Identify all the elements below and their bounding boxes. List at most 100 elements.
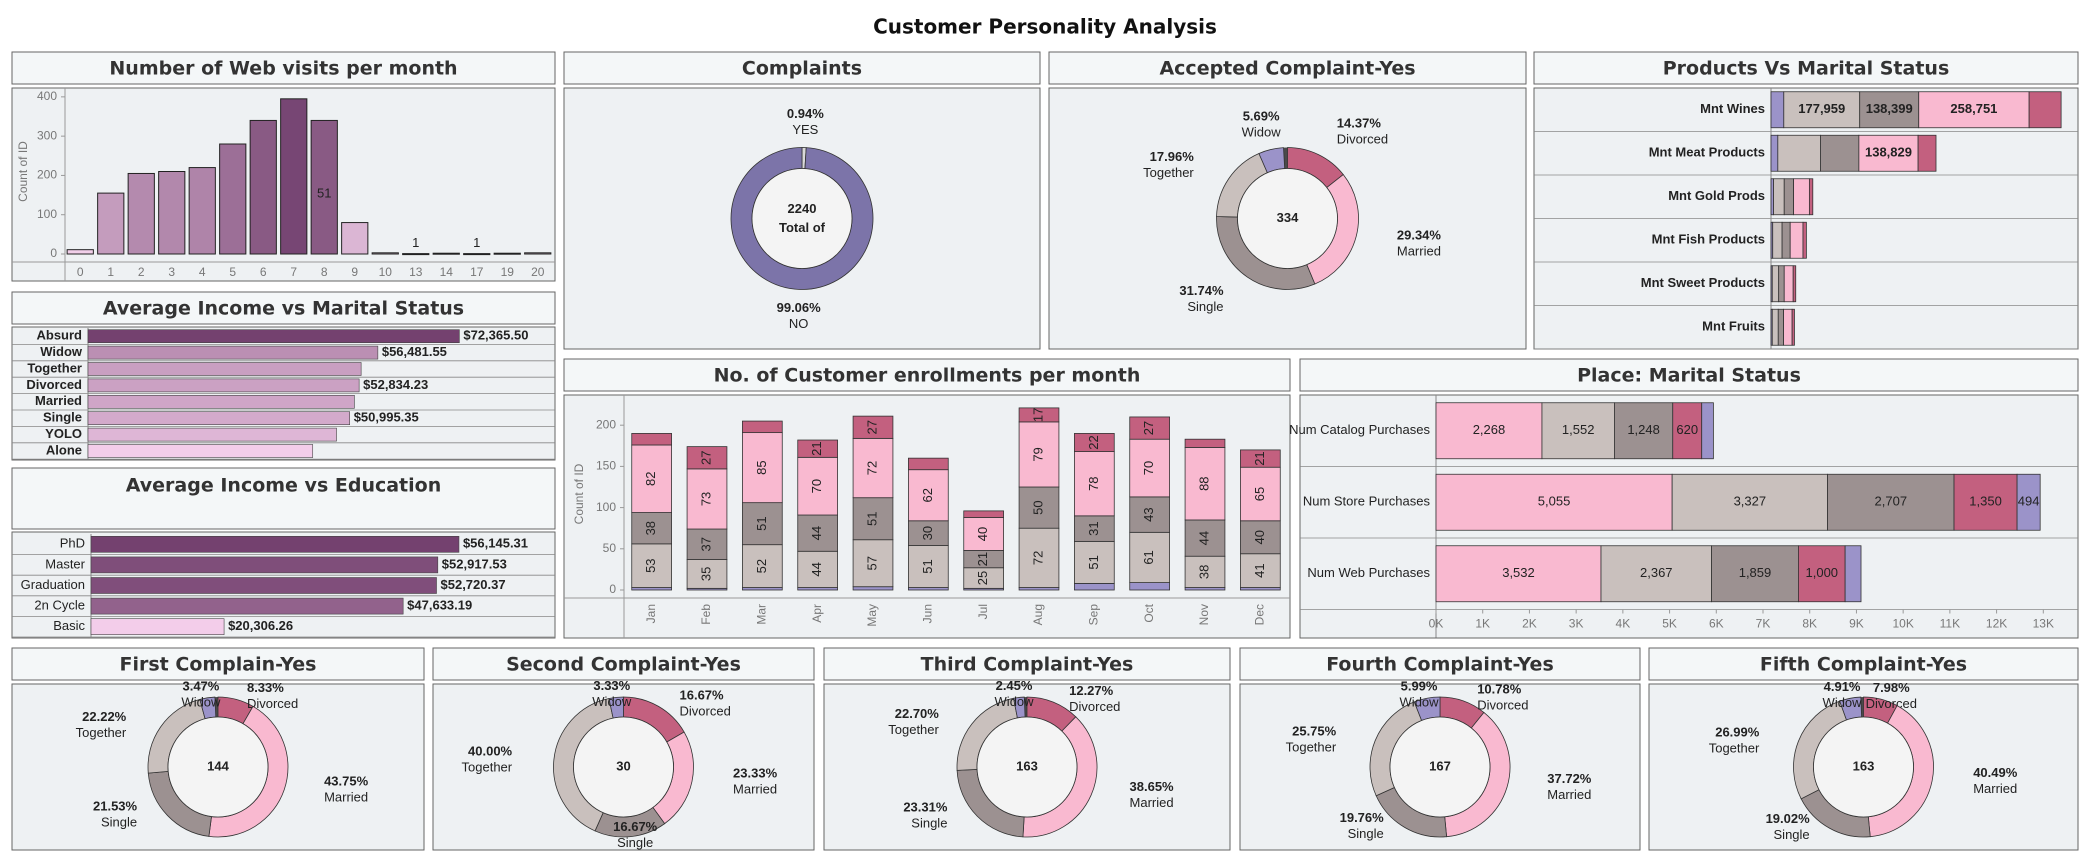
slice-name: Divorced xyxy=(1866,696,1917,711)
segment-label: 62 xyxy=(920,488,935,502)
bar xyxy=(87,411,351,426)
y-tick-label: 0 xyxy=(609,582,616,596)
bar-segment xyxy=(1858,134,1919,172)
bar-segment xyxy=(1614,402,1674,460)
category-label: Mnt Meat Products xyxy=(1649,145,1765,160)
category-label: Mnt Gold Prods xyxy=(1668,188,1765,203)
bar-segment xyxy=(1802,221,1807,259)
bar-segment xyxy=(908,457,949,471)
bar xyxy=(90,535,460,553)
segment-label: 138,399 xyxy=(1866,101,1913,116)
segment-label: 57 xyxy=(864,556,879,570)
slice-name: Divorced xyxy=(1477,698,1528,713)
segment-label: 31 xyxy=(1086,521,1101,535)
x-tick-label: 8K xyxy=(1802,617,1817,631)
donut-total: 163 xyxy=(1016,758,1038,773)
segment-label: 44 xyxy=(809,526,824,540)
panel-title: First Complain-Yes xyxy=(120,654,317,676)
slice-percent: 21.53% xyxy=(93,798,138,813)
bar xyxy=(90,618,225,636)
bar-segment xyxy=(1435,402,1543,460)
segment-label: 177,959 xyxy=(1798,101,1845,116)
bar xyxy=(280,98,308,255)
x-tick-label: 3 xyxy=(168,265,175,279)
segment-label: 52 xyxy=(754,559,769,573)
panel-title: Second Complaint-Yes xyxy=(506,654,741,676)
segment-label: 35 xyxy=(698,567,713,581)
bar-segment xyxy=(631,444,672,513)
segment-label: 1,552 xyxy=(1562,422,1595,437)
slice-name: Single xyxy=(1348,826,1384,841)
slice-percent: 99.06% xyxy=(777,300,822,315)
bar-segment xyxy=(631,433,672,446)
slice-name: Widow xyxy=(181,694,221,709)
donut-total: 163 xyxy=(1853,758,1875,773)
x-tick-label: 5K xyxy=(1662,617,1677,631)
bar-segment xyxy=(1240,449,1281,468)
y-tick-label: 300 xyxy=(37,128,57,142)
slice-percent: 2.45% xyxy=(996,678,1033,693)
bar-segment xyxy=(1018,421,1060,488)
slice-percent: 14.37% xyxy=(1337,116,1382,131)
slice-name: Married xyxy=(1973,781,2017,796)
category-label: Divorced xyxy=(26,377,82,392)
y-tick-label: 150 xyxy=(596,459,616,473)
x-tick-label: 7K xyxy=(1756,617,1771,631)
segment-label: 78 xyxy=(1086,476,1101,490)
segment-label: 21 xyxy=(975,552,990,566)
segment-label: 51 xyxy=(920,559,935,573)
slice-name: Together xyxy=(1286,740,1337,755)
x-tick-label: Apr xyxy=(810,604,824,623)
segment-label: 38 xyxy=(1196,565,1211,579)
bar-segment xyxy=(1781,221,1791,259)
bar-segment xyxy=(1783,265,1794,303)
bar xyxy=(188,167,216,255)
slice-name: Single xyxy=(101,814,137,829)
segment-label: 494 xyxy=(2018,494,2040,509)
slice-name: Married xyxy=(324,789,368,804)
x-tick-label: 13 xyxy=(409,265,423,279)
x-tick-label: Dec xyxy=(1253,604,1267,625)
bar xyxy=(493,252,521,255)
donut-total: 144 xyxy=(207,758,229,773)
segment-label: 44 xyxy=(809,562,824,576)
bar-segment xyxy=(797,456,838,516)
bar-segment xyxy=(1074,515,1115,542)
bar-segment xyxy=(1129,496,1170,533)
slice-name: YES xyxy=(792,122,818,137)
segment-label: 85 xyxy=(754,460,769,474)
bar-segment xyxy=(963,517,1004,551)
category-label: Num Catalog Purchases xyxy=(1289,422,1430,437)
slice-percent: 3.33% xyxy=(593,678,630,693)
x-tick-label: 5 xyxy=(229,265,236,279)
segment-label: 27 xyxy=(1141,421,1156,435)
bar-segment xyxy=(1918,91,2030,129)
donut-hole xyxy=(1813,716,1914,818)
segment-label: 51 xyxy=(754,516,769,530)
bar-segment xyxy=(1018,407,1060,423)
segment-label: 70 xyxy=(809,479,824,493)
donut-total: 167 xyxy=(1429,758,1451,773)
x-tick-label: 17 xyxy=(470,265,484,279)
slice-name: Widow xyxy=(995,694,1035,709)
segment-label: 3,327 xyxy=(1734,494,1767,509)
segment-label: 43 xyxy=(1141,507,1156,521)
slice-percent: 40.49% xyxy=(1973,765,2018,780)
x-tick-label: 20 xyxy=(531,265,545,279)
bar-segment xyxy=(1783,91,1861,129)
bar xyxy=(127,172,155,255)
bar xyxy=(90,556,439,574)
bar-segment xyxy=(686,446,728,470)
slice-percent: 12.27% xyxy=(1069,683,1114,698)
donut-hole xyxy=(167,716,269,818)
donut-total: 30 xyxy=(616,758,630,773)
x-tick-label: Aug xyxy=(1031,604,1045,625)
bar-segment xyxy=(1791,308,1795,346)
segment-label: 2,367 xyxy=(1640,565,1673,580)
segment-label: 1,000 xyxy=(1806,565,1839,580)
bar-segment xyxy=(1129,531,1170,583)
y-tick-label: 400 xyxy=(37,89,57,103)
bar-segment xyxy=(1184,555,1226,588)
slice-name: Widow xyxy=(1823,695,1863,710)
category-label: Widow xyxy=(40,344,83,359)
